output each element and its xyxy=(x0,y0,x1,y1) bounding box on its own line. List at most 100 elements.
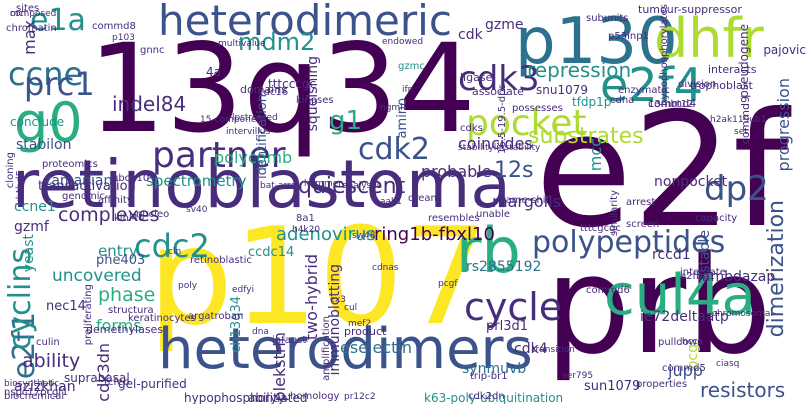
cloud-word: synmuvb xyxy=(462,361,527,377)
cloud-word: domains xyxy=(240,83,287,96)
cloud-word: sv40 xyxy=(186,205,208,215)
cloud-word: mdm2 xyxy=(238,28,316,56)
cloud-word: ifn xyxy=(402,85,414,95)
cloud-word: gnnc xyxy=(140,45,165,56)
cloud-word: rb xyxy=(456,214,521,287)
cloud-word: two-hybrid xyxy=(302,254,321,341)
cloud-word: cln xyxy=(168,247,182,257)
cloud-word: e2fbp1 xyxy=(680,271,716,282)
cloud-word: transition xyxy=(532,345,575,355)
cloud-word: stabilitylinstability xyxy=(458,143,541,153)
cloud-word: endowed xyxy=(382,37,424,47)
cloud-word: retinoblastoma xyxy=(12,146,511,223)
cloud-word: 4a xyxy=(206,65,221,79)
cloud-word: tttcgcgc xyxy=(580,223,621,234)
cloud-word: chromosomal xyxy=(712,309,773,319)
cloud-word: 13q34 xyxy=(88,18,476,160)
cloud-word: subunits xyxy=(586,13,629,24)
cloud-word: gzme xyxy=(485,17,524,33)
cloud-word: proliferating xyxy=(83,284,94,346)
cloud-word: bat-array xyxy=(260,181,302,191)
cloud-word: polycomb xyxy=(214,148,293,167)
cloud-word: possesses xyxy=(512,103,563,114)
cloud-word: arrest xyxy=(626,197,656,208)
cloud-word: prl3d1 xyxy=(486,319,529,334)
cloud-word: cdc2 xyxy=(134,227,210,265)
cloud-word: partner xyxy=(152,135,286,176)
cloud-word: complexes xyxy=(58,204,160,226)
cloud-word: phase xyxy=(98,284,156,306)
cloud-word: tfdp1p xyxy=(572,95,612,109)
cloud-word: progression xyxy=(774,78,793,172)
cloud-word: unable xyxy=(476,209,511,220)
cloud-word: uncovered xyxy=(52,266,142,286)
cloud-word: 8a1 xyxy=(296,213,315,224)
cloud-word: mcc xyxy=(586,138,605,172)
cloud-word: quiescent xyxy=(298,174,406,199)
cloud-word: pulldown xyxy=(658,337,704,348)
cloud-word: cul xyxy=(344,303,358,313)
cloud-word: pr12c2 xyxy=(344,392,376,402)
cloud-word: infaust xyxy=(272,335,307,346)
cloud-word: poly xyxy=(178,281,198,291)
cloud-word: dream xyxy=(408,193,441,204)
cloud-word: p107 xyxy=(148,199,489,355)
cloud-word: kbtbd5 xyxy=(15,170,26,206)
cloud-word: hypophosphorylated xyxy=(184,391,308,404)
cloud-word: cdks xyxy=(460,123,483,134)
cloud-word: integrate xyxy=(680,267,726,278)
cloud-word: keratinocytes xyxy=(128,313,196,324)
cloud-word: capacity xyxy=(695,213,738,224)
cloud-word: edfyi xyxy=(232,285,255,295)
cloud-word: cdk xyxy=(458,27,483,43)
cloud-word: sw48 xyxy=(352,231,376,241)
cloud-word: 12s xyxy=(494,158,534,183)
cloud-word: ciasq xyxy=(716,359,740,369)
cloud-word: mef2 xyxy=(348,319,372,329)
cloud-word: transactivation xyxy=(38,179,136,194)
cloud-word: adenovirus xyxy=(276,224,376,245)
cloud-word: commd4 xyxy=(648,97,697,110)
cloud-word: e2f xyxy=(535,79,789,263)
cloud-word: heterodimers xyxy=(158,317,533,382)
cloud-word: rccd1 xyxy=(652,247,691,263)
cloud-word: g1 xyxy=(329,106,363,136)
cloud-word: nucleo xyxy=(136,209,170,220)
cloud-word: ch13q34 xyxy=(229,296,244,353)
cloud-word: sites xyxy=(16,3,40,14)
cloud-word: lpstreated xyxy=(232,113,278,123)
cloud-word: division xyxy=(678,79,717,90)
cloud-word: chromatin xyxy=(6,23,57,34)
cloud-word: sun1079 xyxy=(584,379,641,394)
cloud-word: ccne1 xyxy=(14,199,56,215)
cloud-word: multivalue xyxy=(218,39,266,49)
cloud-word: ability xyxy=(22,350,81,372)
cloud-word: associate xyxy=(472,85,524,98)
cloud-word: hammer xyxy=(304,179,342,189)
cloud-word: ability xyxy=(248,391,285,404)
cloud-word: pocket xyxy=(466,103,587,144)
cloud-word: nspc17pcgf1 xyxy=(4,387,69,398)
cloud-word: ie72deltaatp xyxy=(640,309,729,325)
cloud-word: commd8 xyxy=(92,21,136,32)
cloud-word: cdk4 xyxy=(514,341,548,357)
cloud-word: margolis xyxy=(492,192,561,211)
cloud-word: frame-shift xyxy=(498,195,553,206)
cloud-word: forms xyxy=(96,316,142,335)
cloud-word: tumour-suppressor xyxy=(638,3,742,16)
cloud-word: intervillus xyxy=(226,127,271,137)
cloud-word: suprabasal xyxy=(64,371,130,385)
cloud-word: dhfr xyxy=(654,7,764,70)
cloud-word: heterodimeric xyxy=(158,0,452,45)
cloud-word: prb xyxy=(545,227,772,384)
cloud-word: stabilon xyxy=(16,137,72,153)
cloud-word: culin xyxy=(36,337,60,348)
cloud-word: cx3 xyxy=(330,295,347,305)
cloud-word: cdc16 xyxy=(258,87,289,98)
cloud-word: nec14 xyxy=(46,299,86,314)
cloud-word: resistors xyxy=(700,378,786,402)
cloud-word: entry xyxy=(98,242,138,260)
cloud-word: h2ak119ub1 xyxy=(710,115,767,125)
cloud-word: proteomics xyxy=(42,159,98,170)
